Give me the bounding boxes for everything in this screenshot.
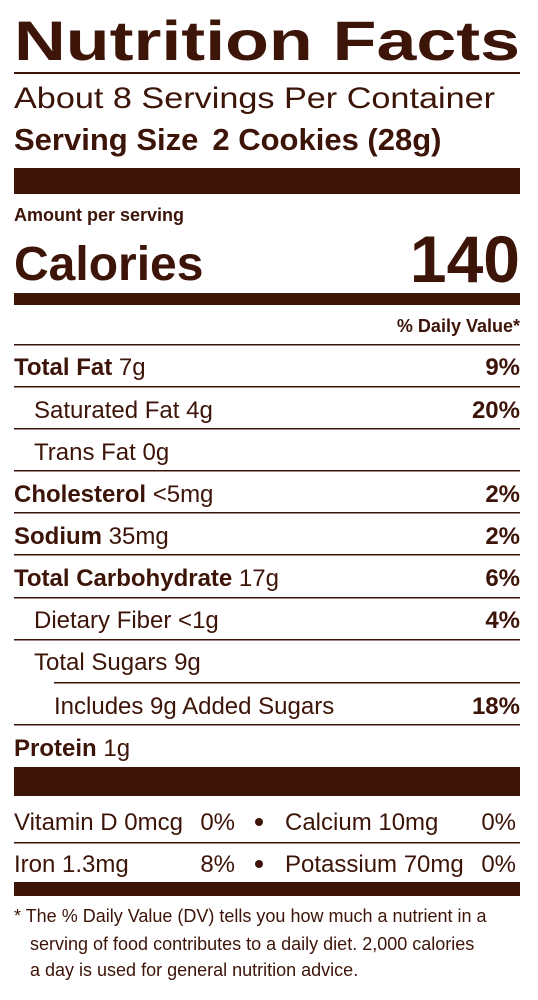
vitamin-dv: 0% <box>481 851 516 878</box>
bullet <box>255 860 263 868</box>
nutrient-name: Sodium <box>14 523 102 550</box>
nutrient-dv: 4% <box>485 607 520 634</box>
nutrient-row: Trans Fat 0g <box>34 439 169 466</box>
nutrient-name: Total Carbohydrate <box>14 565 232 592</box>
nutrient-name: Saturated Fat <box>34 397 180 424</box>
rule <box>14 597 520 599</box>
title: Nutrition Facts <box>14 9 520 72</box>
footnote-line: * The % Daily Value (DV) tells you how m… <box>14 906 488 926</box>
nutrient-row: Total Carbohydrate 17g <box>14 565 279 592</box>
nutrient-name: Includes 9g Added Sugars <box>54 693 334 720</box>
nutrient-amount: 0g <box>142 439 169 466</box>
vitamin-name: Potassium 70mg <box>285 851 464 878</box>
vitamin-dv: 8% <box>200 851 235 878</box>
rule <box>14 72 520 74</box>
nutrient-dv: 2% <box>485 481 520 508</box>
vitamin-dv: 0% <box>481 809 516 836</box>
serving-size-label: Serving Size <box>14 122 198 157</box>
nutrient-row: Protein 1g <box>14 735 130 762</box>
vitamin-name: Vitamin D 0mcg <box>14 809 183 836</box>
nutrient-dv: 6% <box>485 565 520 592</box>
nutrient-name: Dietary Fiber <box>34 607 171 634</box>
servings: About 8 Servings Per Container <box>14 82 495 115</box>
nutrient-name: Cholesterol <box>14 481 146 508</box>
vitamin-dv: 0% <box>200 809 235 836</box>
serving-size-value: 2 Cookies (28g) <box>212 122 441 157</box>
rule <box>54 682 520 684</box>
nutrient-row: Sodium 35mg <box>14 523 169 550</box>
nutrient-row: Total Sugars 9g <box>34 649 201 676</box>
dv-header: % Daily Value* <box>397 316 520 336</box>
nutrient-row: Cholesterol <5mg <box>14 481 213 508</box>
nutrient-name: Trans Fat <box>34 439 136 466</box>
nutrient-row: Total Fat 7g <box>14 354 146 381</box>
nutrient-amount: <1g <box>178 607 219 634</box>
thick-bar <box>14 767 520 796</box>
vitamin-name: Iron 1.3mg <box>14 851 129 878</box>
nutrient-amount: 35mg <box>109 523 169 550</box>
nutrient-name: Total Fat <box>14 354 112 381</box>
nutrient-dv: 9% <box>485 354 520 381</box>
rule <box>14 512 520 514</box>
nutrient-amount: 4g <box>186 397 213 424</box>
calories-value: 140 <box>410 222 520 296</box>
bar <box>14 882 520 896</box>
rule <box>14 639 520 641</box>
calories-label: Calories <box>14 238 203 291</box>
rule <box>14 344 520 346</box>
nutrient-row: Saturated Fat 4g <box>34 397 213 424</box>
rule <box>14 428 520 430</box>
thick-bar <box>14 168 520 194</box>
nutrient-amount: 9g <box>174 649 201 676</box>
bullet <box>255 818 263 826</box>
nutrient-amount: 1g <box>103 735 130 762</box>
footnote-line: serving of food contributes to a daily d… <box>30 934 474 954</box>
nutrient-name: Protein <box>14 735 97 762</box>
nutrient-amount: <5mg <box>153 481 214 508</box>
rule <box>14 724 520 726</box>
amount-per-serving: Amount per serving <box>14 205 184 225</box>
nutrient-dv: 2% <box>485 523 520 550</box>
serving-size: Serving Size 2 Cookies (28g) <box>14 122 441 157</box>
nutrient-dv: 20% <box>472 397 520 424</box>
vitamin-name: Calcium 10mg <box>285 809 438 836</box>
rule <box>14 470 520 472</box>
nutrient-amount: 7g <box>119 354 146 381</box>
nutrient-name: Total Sugars <box>34 649 167 676</box>
rule <box>14 842 520 844</box>
footnote-line: a day is used for general nutrition advi… <box>30 960 358 980</box>
nutrient-amount: 17g <box>239 565 279 592</box>
bar <box>14 293 520 305</box>
rule <box>14 386 520 388</box>
nutrient-row: Dietary Fiber <1g <box>34 607 219 634</box>
nutrient-dv: 18% <box>472 693 520 720</box>
rule <box>14 554 520 556</box>
